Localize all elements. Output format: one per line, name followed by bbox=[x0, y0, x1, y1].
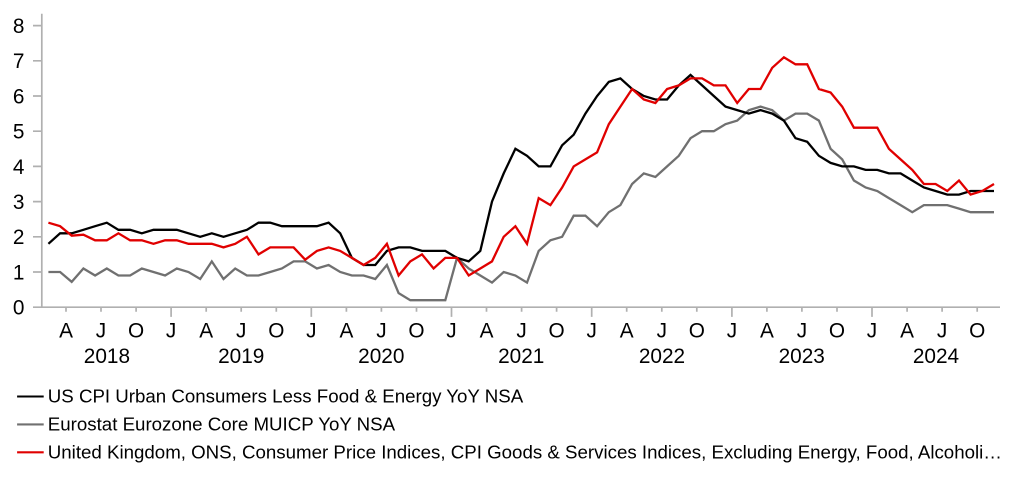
svg-text:O: O bbox=[829, 319, 845, 342]
svg-text:2024: 2024 bbox=[913, 345, 959, 368]
svg-text:O: O bbox=[549, 319, 565, 342]
svg-text:J: J bbox=[586, 319, 596, 342]
svg-text:A: A bbox=[339, 319, 353, 342]
svg-text:J: J bbox=[96, 319, 106, 342]
svg-text:O: O bbox=[268, 319, 284, 342]
svg-text:4: 4 bbox=[13, 156, 25, 179]
svg-text:Eurostat Eurozone Core MUICP Y: Eurostat Eurozone Core MUICP YoY NSA bbox=[48, 414, 396, 435]
svg-text:US CPI Urban Consumers Less Fo: US CPI Urban Consumers Less Food & Energ… bbox=[48, 386, 524, 407]
svg-text:J: J bbox=[867, 319, 877, 342]
svg-text:J: J bbox=[166, 319, 176, 342]
svg-text:7: 7 bbox=[13, 50, 25, 73]
svg-text:J: J bbox=[797, 319, 807, 342]
svg-text:2023: 2023 bbox=[779, 345, 825, 368]
svg-text:2019: 2019 bbox=[218, 345, 264, 368]
svg-text:2: 2 bbox=[13, 226, 25, 249]
svg-text:J: J bbox=[306, 319, 316, 342]
svg-text:5: 5 bbox=[13, 121, 25, 144]
svg-text:O: O bbox=[689, 319, 705, 342]
svg-text:J: J bbox=[657, 319, 667, 342]
svg-text:A: A bbox=[59, 319, 73, 342]
svg-text:A: A bbox=[900, 319, 914, 342]
svg-text:J: J bbox=[236, 319, 246, 342]
svg-text:J: J bbox=[727, 319, 737, 342]
svg-text:J: J bbox=[376, 319, 386, 342]
svg-text:A: A bbox=[480, 319, 494, 342]
svg-text:A: A bbox=[760, 319, 774, 342]
svg-text:O: O bbox=[128, 319, 144, 342]
svg-text:6: 6 bbox=[13, 85, 25, 108]
svg-text:3: 3 bbox=[13, 191, 25, 214]
svg-text:J: J bbox=[937, 319, 947, 342]
svg-text:1: 1 bbox=[13, 261, 25, 284]
svg-text:United Kingdom, ONS, Consumer: United Kingdom, ONS, Consumer Price Indi… bbox=[48, 442, 1002, 463]
svg-text:2022: 2022 bbox=[639, 345, 685, 368]
svg-text:2020: 2020 bbox=[358, 345, 404, 368]
svg-text:0: 0 bbox=[13, 297, 25, 320]
svg-text:O: O bbox=[408, 319, 424, 342]
svg-text:A: A bbox=[620, 319, 634, 342]
svg-text:2021: 2021 bbox=[498, 345, 544, 368]
svg-text:O: O bbox=[969, 319, 985, 342]
svg-text:J: J bbox=[516, 319, 526, 342]
svg-text:J: J bbox=[446, 319, 456, 342]
svg-text:8: 8 bbox=[13, 15, 25, 38]
svg-text:A: A bbox=[199, 319, 213, 342]
svg-text:2018: 2018 bbox=[84, 345, 130, 368]
